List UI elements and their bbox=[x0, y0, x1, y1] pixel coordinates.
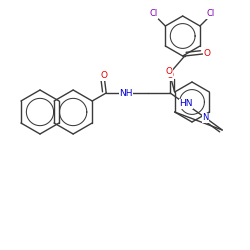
Text: NH: NH bbox=[120, 88, 133, 98]
Text: Cl: Cl bbox=[207, 10, 215, 18]
Text: Cl: Cl bbox=[149, 10, 158, 18]
Text: O: O bbox=[167, 72, 174, 80]
Text: HN: HN bbox=[180, 100, 193, 108]
Text: O: O bbox=[165, 68, 172, 76]
Text: O: O bbox=[101, 72, 108, 80]
Text: N: N bbox=[202, 114, 208, 122]
Text: O: O bbox=[203, 50, 210, 58]
